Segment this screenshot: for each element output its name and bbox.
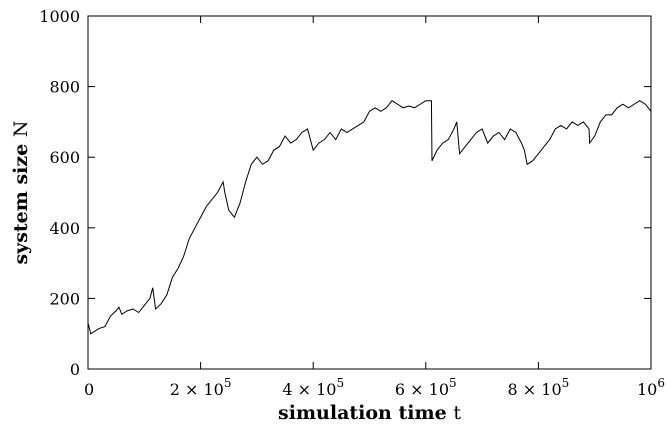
x-tick-label: 8 × 105 [508,376,570,399]
x-axis-title: simulation time t [278,402,461,424]
plot-frame [87,15,652,370]
y-tick-label: 600 [49,148,80,167]
ticks [87,15,652,370]
y-tick-label: 800 [49,78,80,97]
x-tick-label: 0 [84,380,94,399]
series-group [87,100,652,335]
x-tick-label: 2 × 105 [170,376,232,399]
series-line [87,100,652,335]
y-tick-label: 1000 [39,7,80,26]
x-tick-label: 4 × 105 [282,376,344,399]
y-tick-label: 200 [49,289,80,308]
y-tick-label: 0 [70,360,80,379]
y-axis-title: system size N [10,120,32,264]
tick-labels: 0 2 × 105 4 × 105 6 × 105 8 × 105 106 0 200 400 6… [39,7,665,399]
y-tick-label: 400 [49,219,80,238]
x-tick-label: 106 [637,376,665,399]
x-tick-label: 6 × 105 [395,376,457,399]
